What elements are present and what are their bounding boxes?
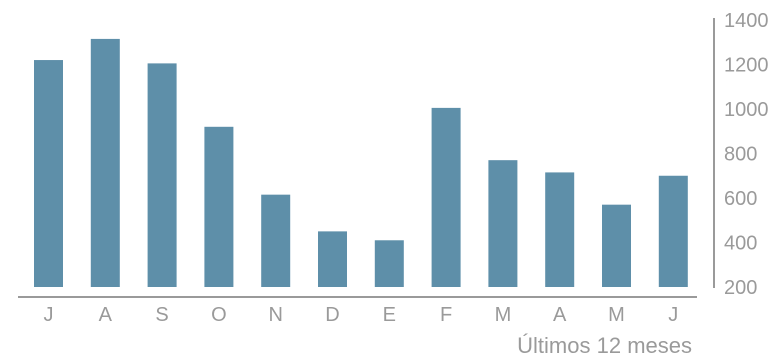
x-tick-label: F <box>440 304 452 326</box>
x-axis-label: Últimos 12 meses <box>517 333 692 358</box>
y-tick-label: 200 <box>724 277 757 299</box>
y-tick-label: 1000 <box>724 99 769 121</box>
bar-8 <box>431 107 461 287</box>
y-tick-label: 1200 <box>724 55 769 77</box>
x-tick-label: E <box>383 304 396 326</box>
y-tick-label: 400 <box>724 233 757 255</box>
x-tick-label: O <box>211 304 227 326</box>
x-tick-label: J <box>668 304 678 326</box>
x-tick-label: S <box>155 304 168 326</box>
bar-4 <box>204 126 234 287</box>
bar-9 <box>488 160 518 287</box>
y-tick-labels: 200 400 600 800 1000 1200 1400 <box>724 10 769 299</box>
bar-11 <box>602 204 631 287</box>
y-tick-label: 1400 <box>724 10 769 32</box>
y-tick-label: 600 <box>724 188 757 210</box>
x-tick-label: M <box>608 304 625 326</box>
x-tick-label: A <box>553 304 567 326</box>
bars-group <box>34 38 688 288</box>
x-tick-label: N <box>268 304 282 326</box>
y-tick-label: 800 <box>724 144 757 166</box>
bar-6 <box>318 231 347 287</box>
x-tick-label: J <box>44 304 54 326</box>
bar-10 <box>545 172 575 287</box>
x-tick-label: M <box>495 304 512 326</box>
bar-3 <box>147 63 177 288</box>
bar-7 <box>374 240 404 287</box>
bar-1 <box>34 60 63 287</box>
x-tick-label: A <box>99 304 113 326</box>
bar-2 <box>90 38 120 287</box>
x-tick-label: D <box>325 304 339 326</box>
bar-5 <box>261 194 291 287</box>
bar-12 <box>658 175 688 287</box>
